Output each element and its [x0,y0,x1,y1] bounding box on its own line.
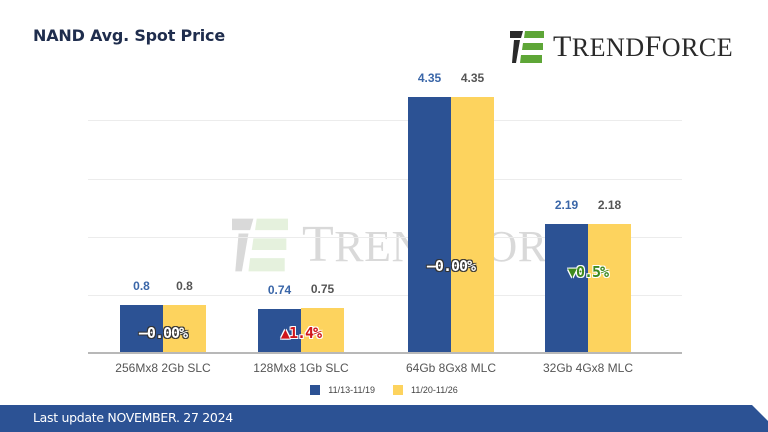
category-label: 128Mx8 1Gb SLC [253,361,349,375]
category-label: 256Mx8 2Gb SLC [115,361,211,375]
data-label: 0.75 [310,282,335,296]
legend-item-series-1: 11/13-11/19 [310,385,375,395]
page-title: NAND Avg. Spot Price [33,26,225,45]
bar [301,308,344,352]
legend: 11/13-11/19 11/20-11/26 [0,385,768,395]
change-annotation: ▼0.5% [567,263,609,281]
legend-label: 11/13-11/19 [328,385,375,395]
data-label: 4.35 [417,71,442,85]
footer-bar: Last update NOVEMBER. 27 2024 [0,405,768,432]
legend-swatch [310,385,321,395]
data-label: 0.8 [176,279,193,293]
legend-swatch [393,385,403,395]
bar [163,305,206,352]
gridline [88,295,682,296]
bar [588,224,631,352]
brand-logo: TRENDFORCE [509,30,733,64]
category-label: 32Gb 4Gx8 MLC [542,361,634,375]
data-label: 4.35 [460,71,485,85]
bar [408,97,451,352]
trendforce-logo-icon [510,31,544,63]
data-label: 0.74 [267,283,292,297]
data-label: 2.18 [597,198,622,212]
last-update-text: Last update NOVEMBER. 27 2024 [33,410,233,425]
bar [120,305,163,352]
legend-item-series-2: 11/20-11/26 [393,385,458,395]
change-annotation: –0.00% [426,257,476,275]
gridline [88,179,682,180]
bar [451,97,494,352]
bar-chart: 0.8 0.8 256Mx8 2Gb SLC –0.00% 0.74 0.75 128Mx8… [88,0,682,432]
change-annotation: –0.00% [138,324,188,342]
watermark-logo-icon [232,218,288,272]
legend-label: 11/20-11/26 [411,385,458,395]
x-axis [88,352,682,354]
brand-name: TRENDFORCE [553,30,734,63]
data-label: 0.8 [133,279,150,293]
gridline [88,120,682,121]
bar [258,309,301,352]
category-label: 64Gb 8Gx8 MLC [405,361,497,375]
data-label: 2.19 [554,198,579,212]
change-annotation: ▲1.4% [280,324,322,342]
bar [545,224,588,352]
gridline [88,237,682,238]
